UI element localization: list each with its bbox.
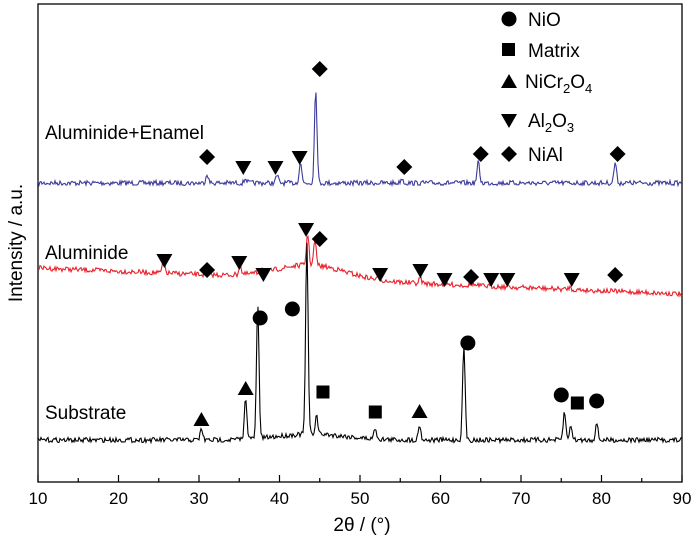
phase-marker-triangle-down xyxy=(412,264,429,278)
x-tick-label: 70 xyxy=(512,489,531,508)
x-tick-label: 40 xyxy=(270,489,289,508)
phase-marker-triangle-down xyxy=(436,273,453,287)
phase-marker-triangle-down xyxy=(267,161,284,175)
series-line-aluminide xyxy=(37,235,683,298)
series-label-substrate: Substrate xyxy=(45,403,126,424)
phase-marker-triangle-down xyxy=(291,151,308,165)
x-tick-label: 90 xyxy=(673,489,692,508)
phase-marker-diamond xyxy=(396,159,413,175)
phase-markers xyxy=(156,61,626,426)
phase-marker-circle xyxy=(284,301,300,317)
phase-marker-square xyxy=(570,396,584,410)
phase-marker-square xyxy=(316,385,330,399)
phase-marker-triangle-down xyxy=(499,273,516,287)
phase-marker-triangle-up xyxy=(411,404,428,418)
legend-marker-nial xyxy=(501,146,517,162)
series-label-aluminide-enamel: Aluminide+Enamel xyxy=(45,123,204,144)
legend-marker-nicr2o4 xyxy=(501,74,517,88)
phase-marker-triangle-down xyxy=(255,268,272,282)
legend-label-nicr2o4: NiCr2O4 xyxy=(525,72,592,96)
phase-marker-circle xyxy=(553,387,569,403)
plot-frame xyxy=(37,3,683,483)
phase-marker-circle xyxy=(589,393,605,409)
x-tick-label: 20 xyxy=(109,489,128,508)
series-label-aluminide: Aluminide xyxy=(45,243,128,264)
legend-label-nio: NiO xyxy=(528,10,561,31)
phase-marker-square xyxy=(368,405,382,419)
phase-marker-triangle-down xyxy=(563,273,580,287)
phase-marker-triangle-down xyxy=(298,223,315,237)
phase-marker-diamond xyxy=(311,231,328,247)
phase-marker-diamond xyxy=(607,267,624,283)
x-tick-label: 80 xyxy=(592,489,611,508)
phase-marker-triangle-down xyxy=(372,268,389,282)
phase-marker-diamond xyxy=(472,146,489,162)
series-line-aluminide-enamel xyxy=(37,92,683,188)
legend-marker-nio xyxy=(501,11,517,27)
legend-marker-al2o3 xyxy=(501,114,517,128)
phase-marker-triangle-down xyxy=(231,256,248,270)
x-tick-label: 50 xyxy=(351,489,370,508)
phase-marker-triangle-up xyxy=(237,381,254,395)
series-curves xyxy=(37,92,683,445)
phase-marker-circle xyxy=(460,335,476,351)
x-tick-label: 30 xyxy=(190,489,209,508)
phase-marker-triangle-down xyxy=(483,273,500,287)
phase-marker-diamond xyxy=(199,149,216,165)
y-axis-title: Intensity / a.u. xyxy=(6,184,27,302)
legend: NiO Matrix NiCr2O4 Al2O3 NiAl xyxy=(501,10,592,166)
x-axis-title: 2θ / (°) xyxy=(333,515,390,536)
x-axis-tick-labels: 10 20 30 40 50 60 70 80 90 xyxy=(29,489,692,508)
phase-marker-circle xyxy=(252,310,268,326)
x-tick-label: 10 xyxy=(29,489,48,508)
legend-label-al2o3: Al2O3 xyxy=(528,111,574,135)
phase-marker-triangle-down xyxy=(235,161,252,175)
legend-marker-matrix xyxy=(502,43,515,56)
phase-marker-diamond xyxy=(463,269,480,285)
phase-marker-diamond xyxy=(311,61,328,77)
legend-label-matrix: Matrix xyxy=(528,41,580,62)
phase-marker-triangle-down xyxy=(156,254,173,268)
x-axis-ticks xyxy=(37,475,683,482)
x-tick-label: 60 xyxy=(431,489,450,508)
series-line-substrate xyxy=(37,242,683,445)
phase-marker-triangle-up xyxy=(193,412,210,426)
phase-marker-diamond xyxy=(609,146,626,162)
phase-marker-diamond xyxy=(199,262,216,278)
legend-label-nial: NiAl xyxy=(528,145,563,166)
